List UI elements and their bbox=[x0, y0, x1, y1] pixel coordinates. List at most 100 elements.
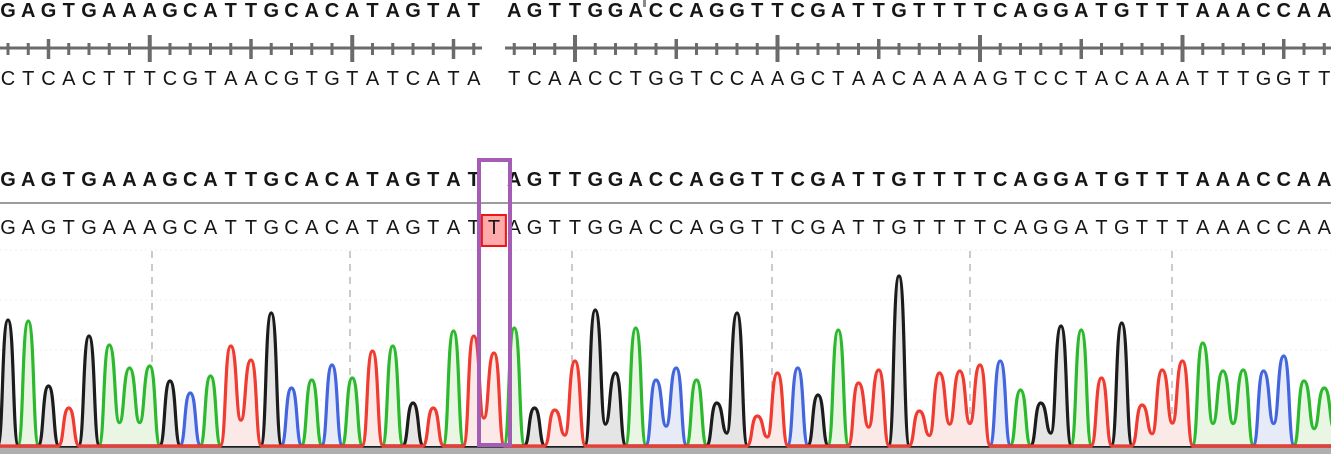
base-letter[interactable]: G bbox=[587, 169, 604, 191]
base-letter[interactable]: A bbox=[304, 0, 319, 22]
base-letter[interactable]: T bbox=[771, 0, 784, 22]
base-letter[interactable]: C bbox=[284, 169, 299, 191]
base-letter[interactable]: T bbox=[224, 169, 237, 191]
base-letter[interactable]: T bbox=[973, 217, 987, 239]
base-letter[interactable]: C bbox=[183, 0, 198, 22]
base-letter[interactable]: T bbox=[933, 0, 946, 22]
base-letter[interactable]: G bbox=[263, 169, 280, 191]
base-letter[interactable]: T bbox=[447, 68, 460, 90]
base-letter[interactable]: A bbox=[385, 169, 400, 191]
base-letter[interactable]: C bbox=[1256, 217, 1271, 239]
base-letter[interactable]: T bbox=[22, 68, 35, 90]
base-letter[interactable]: G bbox=[810, 0, 826, 22]
base-letter[interactable]: G bbox=[789, 68, 806, 90]
base-letter[interactable]: T bbox=[1297, 68, 1311, 90]
base-letter[interactable]: G bbox=[810, 217, 826, 239]
base-letter[interactable]: G bbox=[1275, 68, 1292, 90]
base-letter[interactable]: A bbox=[122, 0, 137, 22]
base-letter[interactable]: G bbox=[729, 217, 745, 239]
base-letter[interactable]: C bbox=[183, 217, 198, 239]
base-letter[interactable]: T bbox=[1095, 217, 1108, 239]
base-letter[interactable]: C bbox=[669, 0, 684, 22]
base-letter[interactable]: C bbox=[324, 0, 340, 22]
base-letter[interactable]: T bbox=[751, 169, 764, 191]
base-letter[interactable]: C bbox=[1114, 68, 1129, 90]
base-letter[interactable]: G bbox=[648, 68, 664, 90]
base-letter[interactable]: T bbox=[913, 169, 926, 191]
base-letter[interactable]: A bbox=[304, 169, 319, 191]
base-letter[interactable]: T bbox=[973, 0, 987, 22]
base-letter[interactable]: A bbox=[1297, 217, 1311, 239]
base-letter[interactable]: C bbox=[891, 68, 907, 90]
base-letter[interactable]: T bbox=[548, 0, 561, 22]
base-letter[interactable]: A bbox=[386, 217, 400, 239]
base-letter[interactable]: A bbox=[365, 68, 380, 90]
base-letter[interactable]: T bbox=[973, 169, 987, 191]
base-letter[interactable]: G bbox=[708, 169, 725, 191]
base-letter[interactable]: G bbox=[0, 217, 16, 239]
base-letter[interactable]: A bbox=[224, 68, 238, 90]
base-letter[interactable]: C bbox=[729, 68, 745, 90]
base-letter[interactable]: C bbox=[81, 68, 97, 90]
base-letter[interactable]: C bbox=[41, 68, 56, 90]
base-letter[interactable]: G bbox=[162, 169, 178, 191]
base-letter[interactable]: A bbox=[1317, 217, 1331, 239]
chromatogram-trace[interactable] bbox=[0, 248, 1331, 454]
base-letter[interactable]: T bbox=[1216, 68, 1230, 90]
base-letter[interactable]: A bbox=[750, 68, 764, 90]
base-letter[interactable]: T bbox=[62, 0, 75, 22]
base-letter[interactable]: A bbox=[345, 217, 359, 239]
base-letter[interactable]: C bbox=[993, 217, 1008, 239]
base-letter[interactable]: A bbox=[244, 68, 258, 90]
base-letter[interactable]: G bbox=[1113, 217, 1130, 239]
base-letter[interactable]: G bbox=[607, 169, 624, 191]
base-letter[interactable]: A bbox=[143, 217, 157, 239]
base-letter[interactable]: T bbox=[1176, 169, 1189, 191]
base-letter[interactable]: T bbox=[244, 169, 258, 191]
base-letter[interactable]: G bbox=[162, 0, 178, 22]
base-letter[interactable]: A bbox=[1074, 0, 1089, 22]
base-letter[interactable]: A bbox=[385, 0, 400, 22]
base-letter[interactable]: A bbox=[203, 0, 218, 22]
base-letter[interactable]: A bbox=[345, 169, 360, 191]
base-letter[interactable]: T bbox=[480, 214, 508, 247]
base-letter[interactable]: T bbox=[771, 169, 784, 191]
base-letter[interactable]: T bbox=[1095, 0, 1108, 22]
base-letter[interactable]: T bbox=[771, 217, 784, 239]
base-letter[interactable]: A bbox=[1317, 169, 1331, 191]
base-letter[interactable]: T bbox=[953, 217, 966, 239]
base-letter[interactable]: A bbox=[1074, 217, 1088, 239]
base-letter[interactable]: A bbox=[953, 68, 967, 90]
base-letter[interactable]: A bbox=[973, 68, 987, 90]
base-letter[interactable]: G bbox=[587, 217, 604, 239]
base-letter[interactable]: G bbox=[40, 217, 57, 239]
base-letter[interactable]: A bbox=[467, 68, 481, 90]
base-letter[interactable]: A bbox=[831, 169, 846, 191]
base-letter[interactable]: A bbox=[62, 68, 76, 90]
base-letter[interactable]: G bbox=[40, 169, 57, 191]
base-letter[interactable]: A bbox=[872, 68, 886, 90]
base-letter[interactable]: G bbox=[708, 0, 725, 22]
base-letter[interactable]: A bbox=[102, 217, 116, 239]
base-letter[interactable]: T bbox=[1156, 0, 1169, 22]
base-letter[interactable]: A bbox=[932, 68, 947, 90]
base-letter[interactable]: T bbox=[1095, 169, 1108, 191]
base-letter[interactable]: T bbox=[1014, 68, 1027, 90]
base-letter[interactable]: T bbox=[548, 169, 561, 191]
base-letter[interactable]: T bbox=[1156, 217, 1169, 239]
base-letter[interactable]: T bbox=[1237, 68, 1250, 90]
base-letter[interactable]: C bbox=[264, 68, 279, 90]
base-letter[interactable]: C bbox=[0, 68, 16, 90]
base-letter[interactable]: G bbox=[81, 0, 97, 22]
base-letter[interactable]: T bbox=[548, 217, 561, 239]
base-letter[interactable]: C bbox=[183, 169, 198, 191]
base-letter[interactable]: G bbox=[1032, 169, 1049, 191]
base-letter[interactable]: T bbox=[852, 217, 865, 239]
base-letter[interactable]: G bbox=[992, 68, 1009, 90]
base-letter[interactable]: C bbox=[284, 217, 299, 239]
base-letter[interactable]: A bbox=[1236, 217, 1250, 239]
base-letter[interactable]: A bbox=[203, 217, 218, 239]
base-letter[interactable]: G bbox=[607, 217, 624, 239]
base-letter[interactable]: G bbox=[729, 0, 745, 22]
